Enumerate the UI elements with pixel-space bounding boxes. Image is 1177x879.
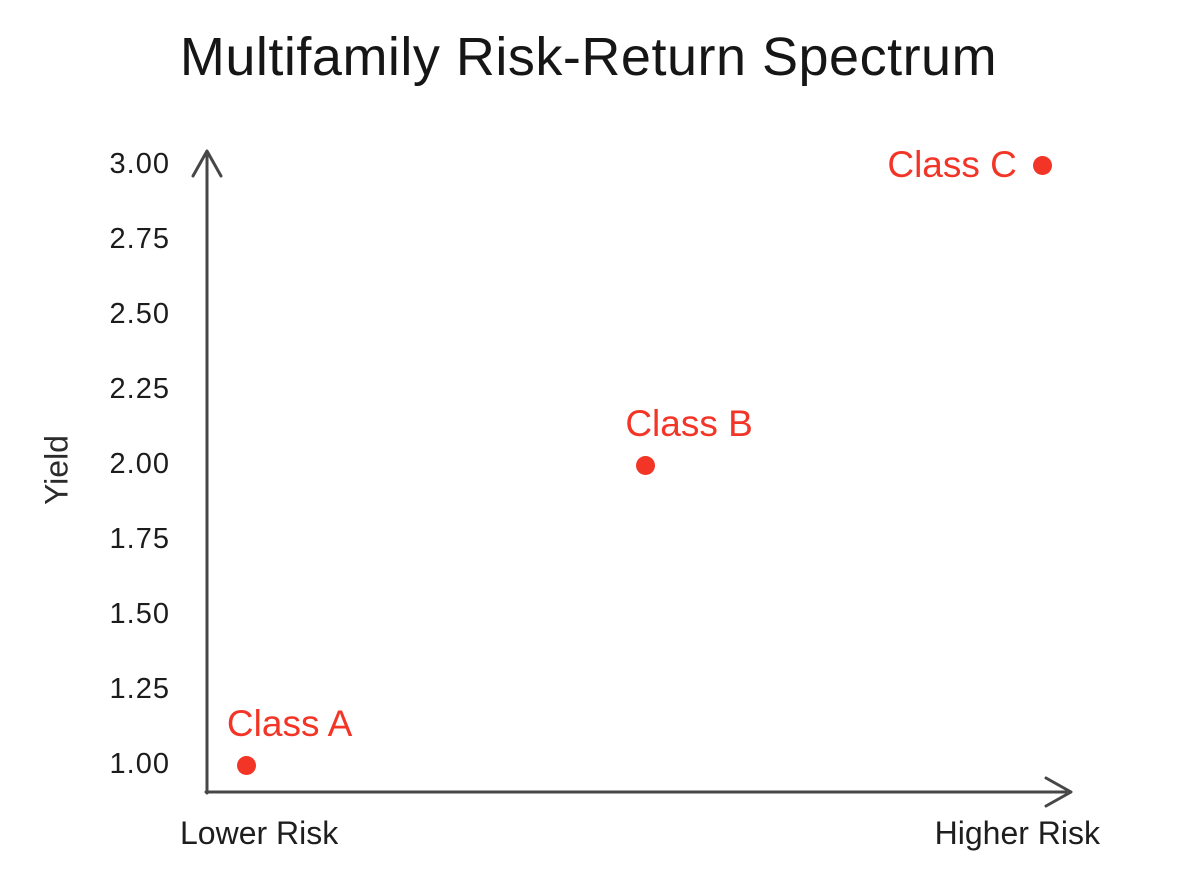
y-tick-3.00: 3.00 <box>109 148 170 180</box>
y-tick-2.00: 2.00 <box>109 448 170 480</box>
y-axis-label: Yield <box>38 435 75 505</box>
y-tick-1.00: 1.00 <box>109 748 170 780</box>
point-label-class-c: Class C <box>887 144 1017 185</box>
y-tick-2.50: 2.50 <box>109 298 170 330</box>
x-axis-label-lower-risk: Lower Risk <box>180 815 339 851</box>
y-tick-2.25: 2.25 <box>109 373 170 405</box>
x-axis-label-higher-risk: Higher Risk <box>934 815 1100 851</box>
y-tick-1.75: 1.75 <box>109 523 170 555</box>
y-tick-2.75: 2.75 <box>109 223 170 255</box>
y-tick-1.25: 1.25 <box>109 673 170 705</box>
data-point-class-c <box>1033 155 1053 175</box>
data-point-class-a <box>237 755 257 775</box>
y-tick-1.50: 1.50 <box>109 598 170 630</box>
y-axis-arrow-icon <box>191 149 223 178</box>
chart-title: Multifamily Risk-Return Spectrum <box>179 27 998 87</box>
point-label-class-b: Class B <box>625 403 753 444</box>
x-axis-arrow-icon <box>1044 776 1073 808</box>
data-point-class-b <box>635 455 655 475</box>
point-label-class-a: Class A <box>226 703 353 744</box>
